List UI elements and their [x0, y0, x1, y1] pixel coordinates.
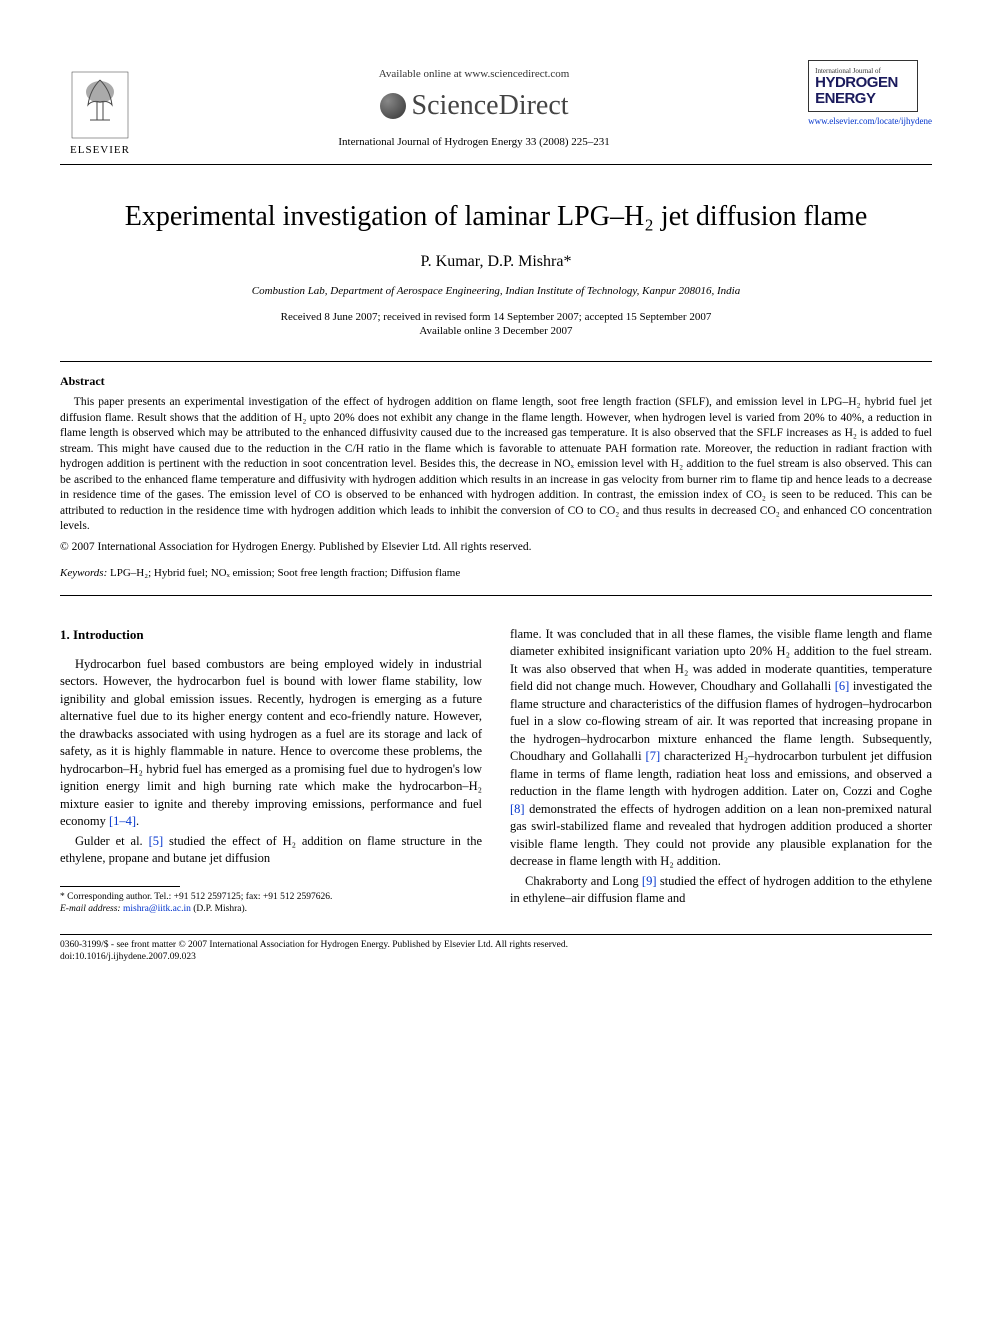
column-left: 1. Introduction Hydrocarbon fuel based c…	[60, 626, 482, 916]
sciencedirect-text: ScienceDirect	[412, 90, 569, 122]
email-link[interactable]: mishra@iitk.ac.in	[123, 904, 191, 914]
footnote-line-2: E-mail address: mishra@iitk.ac.in (D.P. …	[60, 903, 482, 915]
keywords-text: LPG–H₂; Hybrid fuel; NOₓ emission; Soot …	[107, 567, 460, 579]
elsevier-label: ELSEVIER	[70, 144, 130, 156]
ref-5[interactable]: [5]	[149, 834, 164, 848]
abstract-copyright: © 2007 International Association for Hyd…	[60, 541, 932, 553]
elsevier-tree-icon	[70, 70, 130, 140]
bottom-rule	[60, 934, 932, 935]
section-1-heading: 1. Introduction	[60, 626, 482, 644]
affiliation: Combustion Lab, Department of Aerospace …	[60, 285, 932, 297]
journal-citation: International Journal of Hydrogen Energy…	[140, 136, 808, 148]
journal-cover: International Journal of HYDROGEN ENERGY	[808, 60, 918, 112]
intro-para-2-cont: flame. It was concluded that in all thes…	[510, 626, 932, 871]
keywords-label: Keywords:	[60, 567, 107, 579]
ref-9[interactable]: [9]	[642, 874, 657, 888]
header-row: ELSEVIER Available online at www.science…	[60, 60, 932, 156]
abstract-heading: Abstract	[60, 374, 932, 389]
abstract-text: This paper presents an experimental inve…	[60, 395, 932, 535]
available-online-text: Available online at www.sciencedirect.co…	[140, 68, 808, 80]
front-matter-line: 0360-3199/$ - see front matter © 2007 In…	[60, 939, 932, 951]
elsevier-logo: ELSEVIER	[60, 70, 140, 156]
header-divider	[60, 164, 932, 165]
journal-link[interactable]: www.elsevier.com/locate/ijhydene	[808, 116, 932, 126]
ref-1-4[interactable]: [1–4]	[109, 814, 136, 828]
journal-cover-block: International Journal of HYDROGEN ENERGY…	[808, 60, 932, 126]
column-right: flame. It was concluded that in all thes…	[510, 626, 932, 916]
intro-para-3: Chakraborty and Long [9] studied the eff…	[510, 873, 932, 908]
ref-8[interactable]: [8]	[510, 802, 525, 816]
ref-6[interactable]: [6]	[835, 679, 850, 693]
email-suffix: (D.P. Mishra).	[191, 904, 247, 914]
intro-p1-end: .	[136, 814, 139, 828]
authors: P. Kumar, D.P. Mishra*	[60, 253, 932, 271]
intro-para-2: Gulder et al. [5] studied the effect of …	[60, 833, 482, 868]
journal-cover-title-2: ENERGY	[815, 91, 911, 107]
sciencedirect-ball-icon	[380, 93, 406, 119]
abstract-top-divider	[60, 361, 932, 362]
ref-7[interactable]: [7]	[646, 749, 661, 763]
col2-p1-d: demonstrated the effects of hydrogen add…	[510, 802, 932, 869]
intro-para-1: Hydrocarbon fuel based combustors are be…	[60, 656, 482, 831]
abstract-bottom-divider	[60, 595, 932, 596]
col2-p2-a: Chakraborty and Long	[525, 874, 642, 888]
doi-line: doi:10.1016/j.ijhydene.2007.09.023	[60, 951, 932, 963]
footnote-line-1: * Corresponding author. Tel.: +91 512 25…	[60, 891, 482, 903]
journal-cover-title-1: HYDROGEN	[815, 75, 911, 91]
corresponding-author-footnote: * Corresponding author. Tel.: +91 512 25…	[60, 891, 482, 916]
two-column-body: 1. Introduction Hydrocarbon fuel based c…	[60, 626, 932, 916]
email-label: E-mail address:	[60, 904, 123, 914]
dates-line-2: Available online 3 December 2007	[60, 325, 932, 337]
intro-p2-a: Gulder et al.	[75, 834, 149, 848]
article-title: Experimental investigation of laminar LP…	[60, 201, 932, 233]
dates-line-1: Received 8 June 2007; received in revise…	[60, 311, 932, 323]
sciencedirect-logo: ScienceDirect	[380, 90, 569, 122]
keywords: Keywords: LPG–H₂; Hybrid fuel; NOₓ emiss…	[60, 567, 932, 579]
intro-p1-text: Hydrocarbon fuel based combustors are be…	[60, 657, 482, 829]
center-header: Available online at www.sciencedirect.co…	[140, 60, 808, 148]
footnote-rule	[60, 886, 180, 887]
